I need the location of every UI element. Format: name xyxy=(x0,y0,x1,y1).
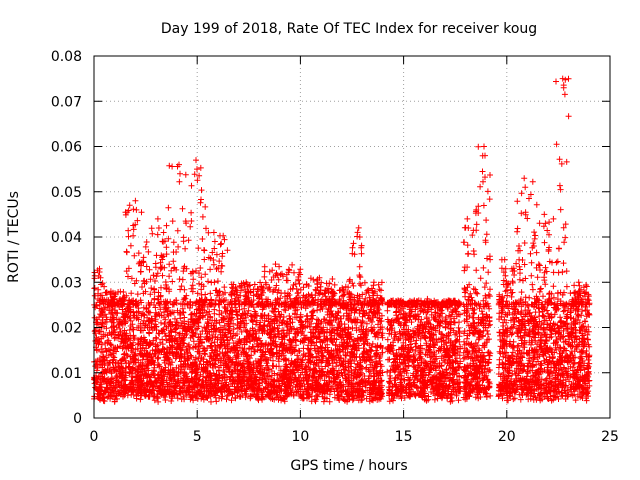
y-tick-label: 0.06 xyxy=(51,140,82,156)
data-points xyxy=(91,75,593,405)
x-tick-label: 10 xyxy=(291,429,309,445)
y-tick-label: 0.04 xyxy=(51,230,82,246)
y-tick-label: 0.07 xyxy=(51,94,82,110)
x-tick-label: 15 xyxy=(395,429,413,445)
x-tick-label: 25 xyxy=(601,429,619,445)
x-tick-label: 20 xyxy=(498,429,516,445)
y-tick-label: 0.05 xyxy=(51,185,82,201)
gridlines xyxy=(94,56,610,418)
x-tick-label: 5 xyxy=(193,429,202,445)
y-tick-label: 0.03 xyxy=(51,275,82,291)
roti-series-points xyxy=(91,75,593,405)
axis-ticks: 0 0.01 0.02 0.03 0.04 0.05 0.06 0.07 0.08 0 5 10 15 2… xyxy=(51,49,619,445)
y-tick-label: 0.08 xyxy=(51,49,82,65)
x-axis-title: GPS time / hours xyxy=(290,458,407,474)
y-axis-title: ROTI / TECUs xyxy=(6,191,22,283)
y-tick-label: 0.01 xyxy=(51,366,82,382)
x-tick-label: 0 xyxy=(90,429,99,445)
y-tick-label: 0.02 xyxy=(51,321,82,337)
chart-title: Day 199 of 2018, Rate Of TEC Index for r… xyxy=(161,21,537,37)
y-tick-label: 0 xyxy=(73,411,82,427)
